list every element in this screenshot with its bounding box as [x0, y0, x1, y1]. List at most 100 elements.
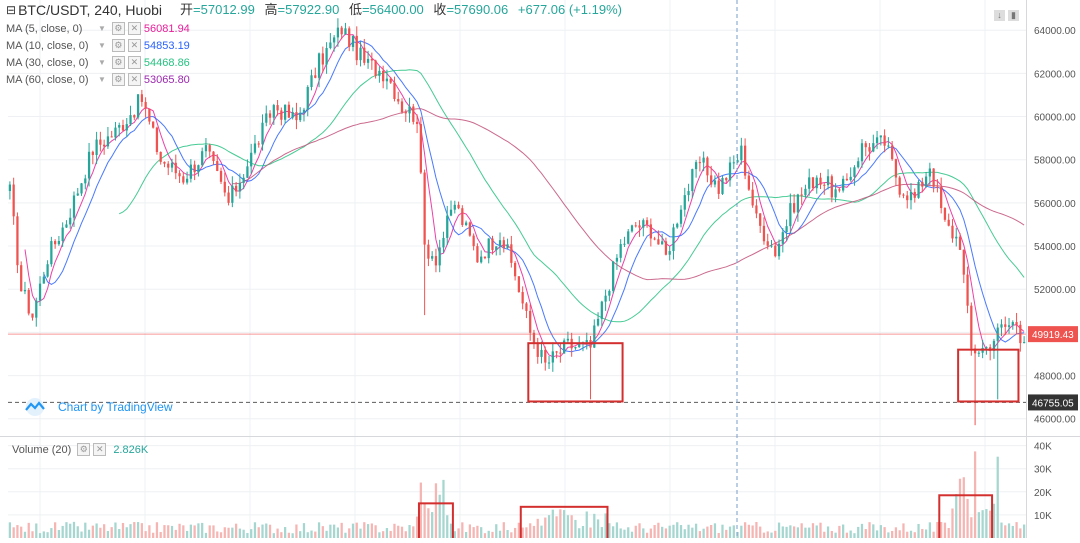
volume-bar: [91, 525, 94, 538]
volume-bar: [570, 515, 573, 538]
volume-bar: [706, 526, 709, 538]
candle-body: [529, 310, 532, 333]
settings-icon[interactable]: ⚙: [111, 56, 125, 69]
volume-bar: [1015, 522, 1018, 538]
candle-body: [476, 246, 479, 263]
candle-body: [50, 241, 53, 265]
volume-legend[interactable]: Volume (20) ⚙ ✕ 2.826K: [12, 443, 148, 456]
candle-body: [12, 184, 15, 217]
volume-bar: [280, 532, 283, 538]
volume-bar: [653, 525, 656, 538]
volume-bar: [619, 528, 622, 538]
ma30-legend[interactable]: MA (30, close, 0) ▼ ⚙ ✕ 54468.86: [6, 54, 622, 71]
candle-body: [921, 181, 924, 187]
volume-bar: [857, 526, 860, 538]
close-icon[interactable]: ✕: [127, 22, 141, 35]
pane-maximize-icon[interactable]: ▮: [1008, 10, 1019, 21]
price-tick-label: 62000.00: [1034, 69, 1076, 80]
volume-bar: [152, 532, 155, 538]
volume-bar: [212, 525, 215, 538]
candle-body: [159, 152, 162, 162]
volume-bar: [634, 525, 637, 538]
ma60-legend[interactable]: MA (60, close, 0) ▼ ⚙ ✕ 53065.80: [6, 71, 622, 88]
volume-tick-label: 30K: [1034, 465, 1052, 476]
candle-body: [336, 27, 340, 38]
candle-body: [178, 173, 181, 177]
candle-body: [276, 105, 279, 111]
volume-bar: [551, 509, 554, 538]
candle-body: [415, 121, 419, 125]
candle-body: [8, 184, 12, 192]
candle-body: [378, 70, 381, 76]
volume-bar: [891, 530, 894, 538]
candle-body: [819, 177, 822, 185]
volume-bar: [872, 524, 875, 538]
ma5-legend[interactable]: MA (5, close, 0) ▼ ⚙ ✕ 56081.94: [6, 20, 622, 37]
price-marker-label: 46755.05: [1032, 398, 1074, 409]
volume-bar: [438, 494, 441, 538]
volume-bar: [159, 531, 162, 538]
volume-bar: [12, 527, 15, 538]
candle-body: [955, 236, 958, 239]
settings-icon[interactable]: ⚙: [77, 443, 91, 456]
volume-bar: [163, 525, 166, 538]
candle-body: [875, 137, 879, 144]
candle-body: [634, 225, 637, 227]
candle-body: [363, 47, 366, 63]
volume-bar: [883, 527, 886, 538]
volume-bar: [103, 524, 106, 538]
candle-body: [992, 340, 996, 351]
volume-bar: [31, 531, 34, 538]
volume-bar: [940, 522, 943, 538]
settings-icon[interactable]: ⚙: [111, 39, 125, 52]
candle-body: [600, 301, 603, 319]
pane-down-icon[interactable]: ↓: [994, 10, 1005, 21]
settings-icon[interactable]: ⚙: [111, 73, 125, 86]
volume-bar: [472, 527, 475, 538]
volume-bar: [110, 527, 113, 538]
volume-bar: [615, 522, 619, 538]
candle-body: [265, 113, 268, 123]
candle-body: [408, 106, 411, 114]
volume-bar: [581, 526, 585, 538]
candle-body: [227, 192, 230, 203]
volume-bar: [325, 530, 328, 538]
tradingview-logo-icon: [25, 398, 45, 416]
candle-body: [216, 161, 219, 171]
dropdown-icon[interactable]: ▼: [98, 40, 106, 50]
candle-body: [826, 176, 830, 186]
close-icon[interactable]: ✕: [127, 73, 141, 86]
candle-body: [796, 194, 800, 213]
volume-bar: [668, 525, 671, 538]
volume-bar: [148, 525, 151, 538]
volume-bar: [355, 522, 358, 538]
tradingview-branding[interactable]: Chart by TradingView: [20, 398, 173, 416]
ma10-legend[interactable]: MA (10, close, 0) ▼ ⚙ ✕ 54853.19: [6, 37, 622, 54]
volume-bar: [20, 526, 23, 538]
candle-body: [789, 203, 792, 227]
volume-bar: [201, 522, 204, 538]
symbol-label[interactable]: BTC/USDT, 240, Huobi: [18, 2, 163, 18]
close-icon[interactable]: ✕: [127, 56, 141, 69]
volume-bar: [434, 483, 438, 538]
volume-bar: [253, 522, 257, 538]
ma30-value: 54468.86: [143, 56, 190, 69]
volume-bar: [774, 530, 777, 538]
candle-body: [163, 161, 166, 164]
close-icon[interactable]: ✕: [93, 443, 107, 456]
volume-bar: [728, 526, 732, 538]
dropdown-icon[interactable]: ▼: [98, 23, 106, 33]
candle-body: [197, 165, 200, 173]
settings-icon[interactable]: ⚙: [111, 22, 125, 35]
volume-bar: [819, 522, 822, 538]
candle-body: [95, 139, 98, 155]
collapse-icon[interactable]: ⊟: [6, 3, 17, 17]
candle-body: [434, 256, 438, 266]
close-icon[interactable]: ✕: [127, 39, 141, 52]
candle-body: [412, 106, 415, 122]
candle-body: [947, 219, 950, 226]
dropdown-icon[interactable]: ▼: [98, 74, 106, 84]
dropdown-icon[interactable]: ▼: [98, 57, 106, 67]
